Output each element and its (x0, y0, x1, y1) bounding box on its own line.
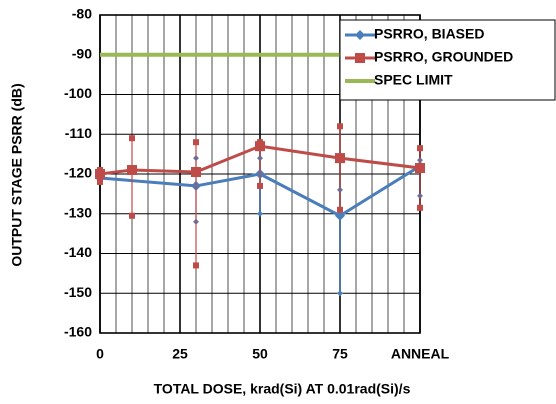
y-tick-label: -120 (64, 165, 92, 181)
error-cap (193, 139, 199, 146)
error-cap (417, 145, 423, 152)
x-tick-label: 25 (172, 346, 188, 362)
y-tick-label: -140 (64, 244, 92, 260)
legend-label: SPEC LIMIT (374, 72, 453, 88)
error-cap (129, 212, 135, 219)
legend-label: PSRRO, BIASED (374, 26, 484, 42)
data-point (255, 141, 265, 152)
data-point (191, 167, 201, 178)
error-cap (257, 210, 263, 217)
data-point (95, 169, 105, 179)
y-tick-label: -100 (64, 85, 92, 101)
data-point (127, 165, 137, 176)
data-point (335, 210, 345, 221)
error-cap (337, 206, 343, 213)
y-tick-label: -110 (65, 125, 92, 141)
y-tick-label: -150 (64, 284, 92, 300)
error-cap (337, 290, 343, 297)
legend-marker (355, 30, 365, 40)
error-cap (337, 123, 343, 130)
x-tick-label: ANNEAL (391, 346, 450, 362)
error-cap (97, 178, 103, 185)
x-tick-label: 50 (252, 346, 268, 362)
error-cap (193, 262, 199, 269)
legend-label: PSRRO, GROUNDED (374, 49, 513, 65)
y-axis-title: OUTPUT STAGE PSRR (dB) (9, 83, 25, 266)
data-point (415, 163, 425, 174)
series-line (99, 144, 421, 176)
y-tick-label: -130 (64, 204, 92, 220)
x-tick-label: 0 (96, 346, 104, 362)
error-cap (257, 182, 263, 189)
legend-box (339, 19, 556, 101)
legend-marker (355, 53, 365, 63)
data-point (335, 153, 345, 164)
y-tick-label: -80 (72, 6, 92, 22)
error-cap (417, 204, 423, 211)
y-tick-label: -90 (72, 45, 92, 61)
error-cap (129, 135, 135, 142)
y-tick-label: -160 (64, 324, 92, 340)
x-tick-label: 75 (332, 346, 348, 362)
x-axis-title: TOTAL DOSE, krad(Si) AT 0.01rad(Si)/s (154, 381, 411, 397)
